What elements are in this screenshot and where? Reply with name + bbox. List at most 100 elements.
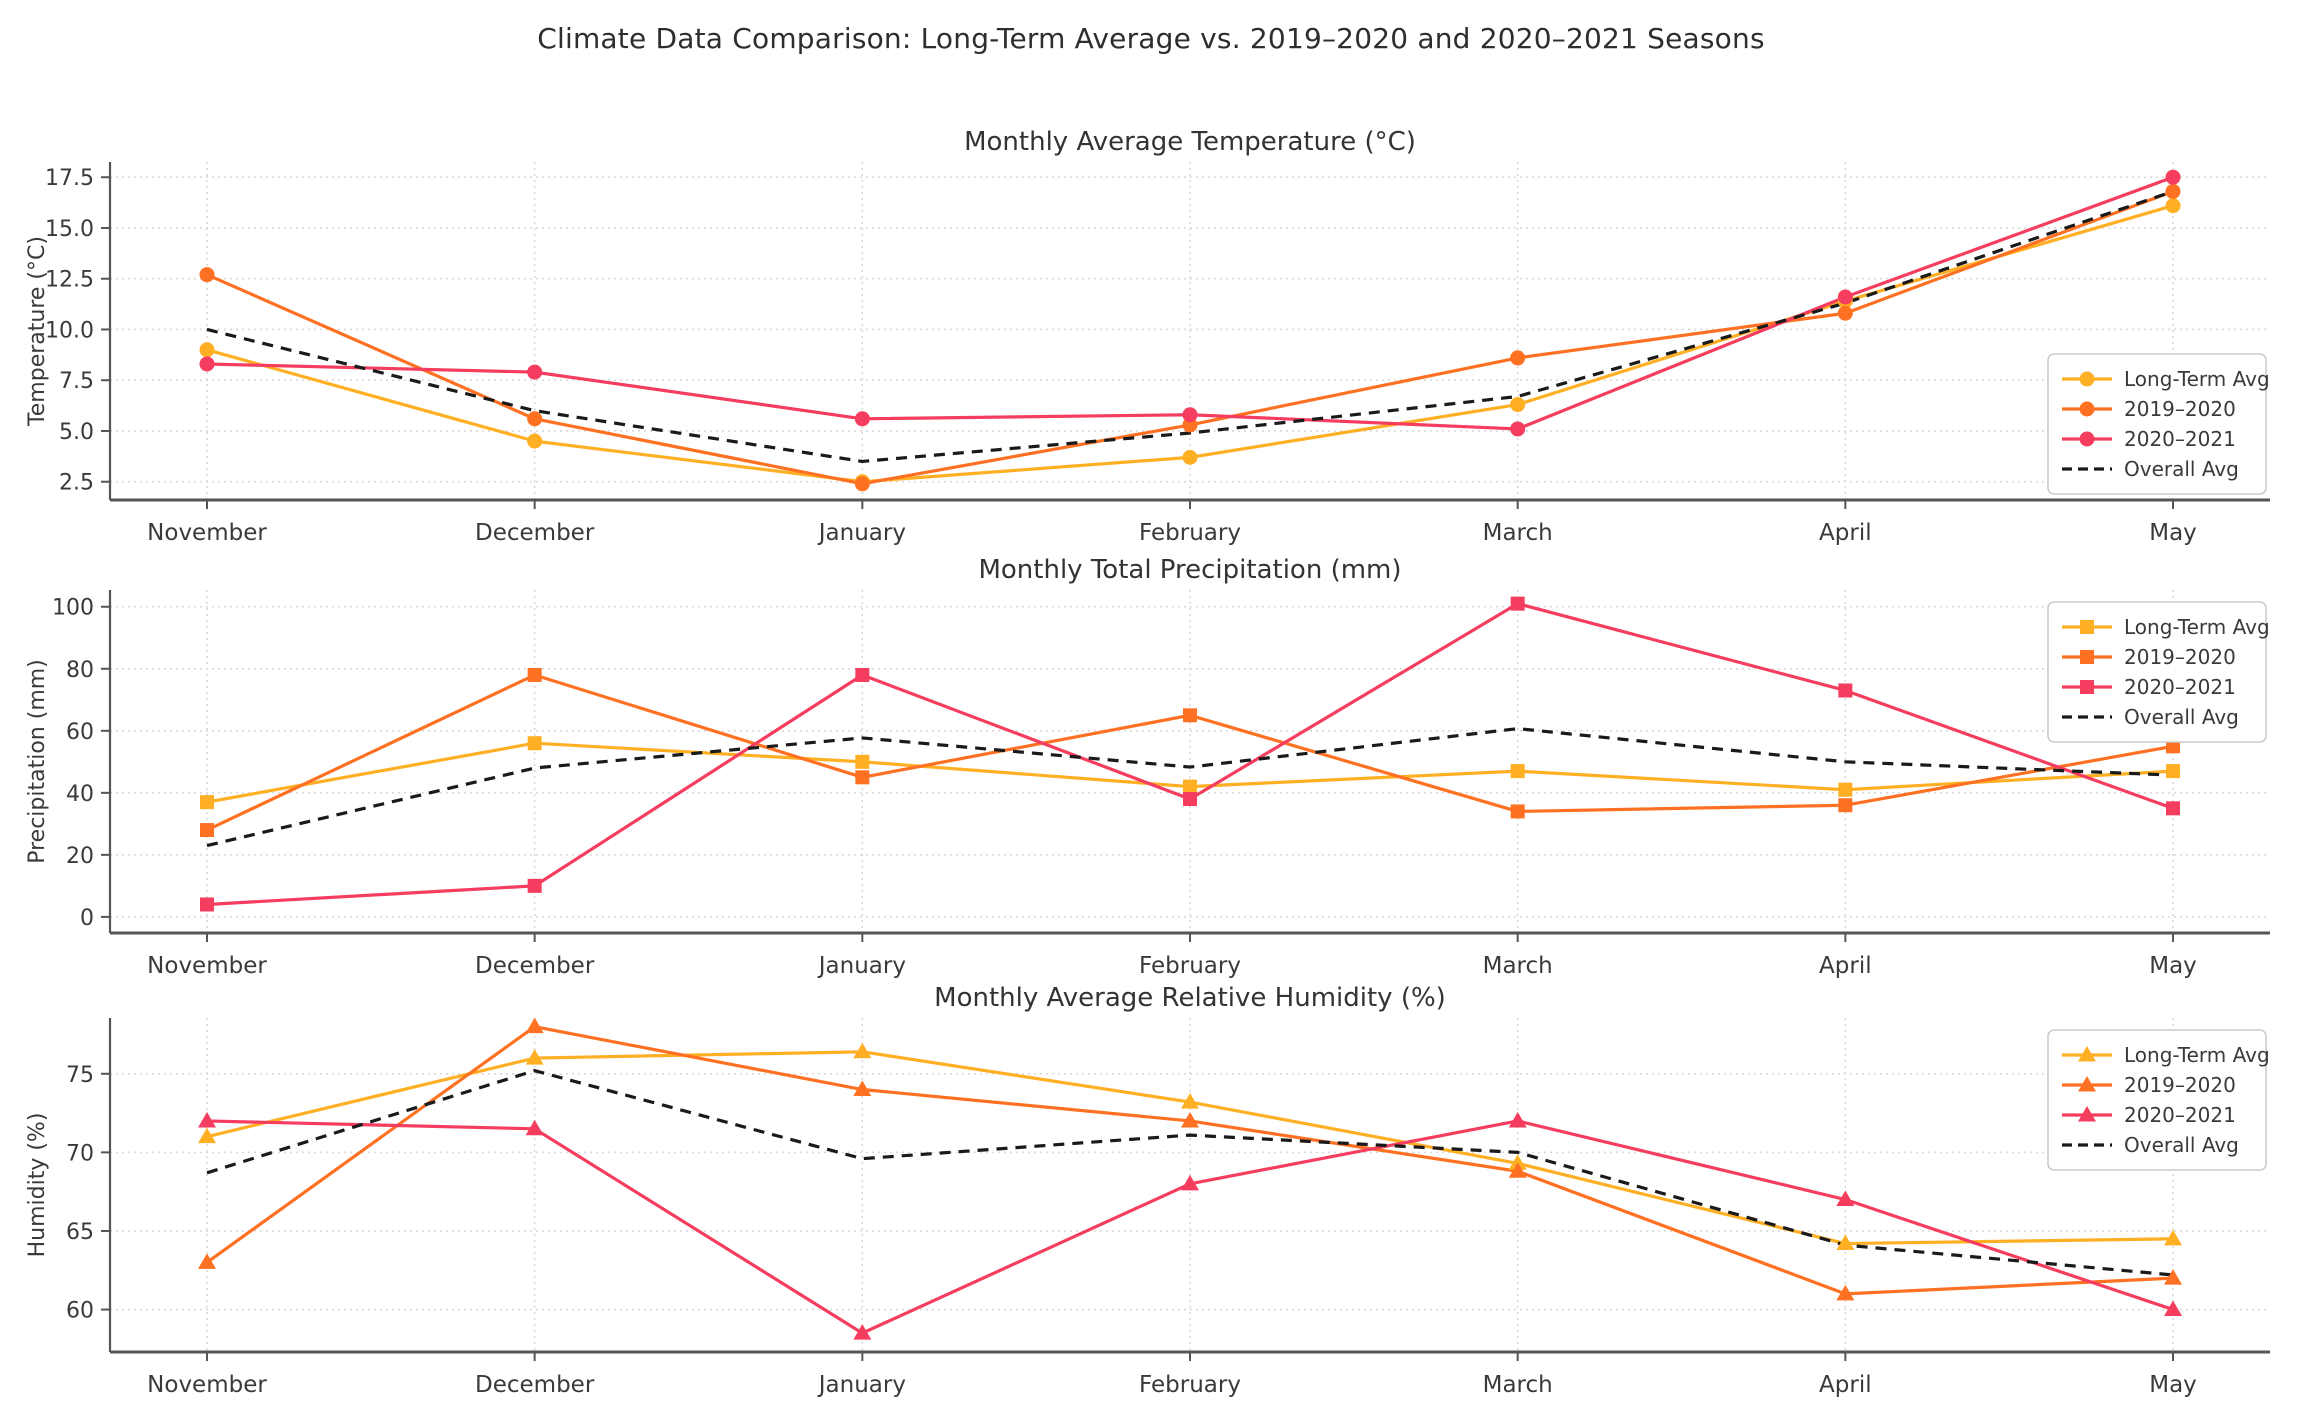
x-tick-label: February <box>1139 520 1241 546</box>
data-point <box>1510 421 1526 437</box>
data-point <box>525 1049 544 1065</box>
data-point <box>525 1119 544 1136</box>
y-tick-label: 20 <box>66 844 94 869</box>
x-tick-label: April <box>1819 1372 1872 1398</box>
data-point <box>1837 305 1853 321</box>
data-point <box>1182 449 1198 465</box>
legend-label: 2019–2020 <box>2124 397 2236 421</box>
x-tick-label: November <box>147 1372 267 1398</box>
subplot-title: Monthly Average Relative Humidity (%) <box>934 983 1446 1013</box>
data-point <box>527 411 543 427</box>
legend: Long-Term Avg 2019–2020 2020–2021 Overall A… <box>2047 353 2270 495</box>
data-point <box>1182 407 1198 423</box>
data-point <box>1508 1154 1527 1170</box>
x-tick-label: November <box>147 520 267 546</box>
y-axis-label: Temperature (°C) <box>25 236 50 427</box>
data-point <box>1510 764 1525 779</box>
series-line-overall-avg <box>206 189 2174 464</box>
series-line-overall-avg <box>206 727 2174 848</box>
series-lines <box>205 602 2175 907</box>
legend-marker <box>2080 620 2094 634</box>
x-tick-label: January <box>817 520 906 546</box>
data-point <box>1836 1234 1855 1251</box>
legend-item: 2020–2021 <box>2062 427 2236 451</box>
legend-item: 2020–2021 <box>2062 675 2236 699</box>
legend-label: Long-Term Avg <box>2124 1043 2270 1067</box>
legend-marker <box>2079 401 2095 417</box>
data-point <box>853 1080 872 1097</box>
x-tick-label: February <box>1139 953 1241 979</box>
x-tick-labels: November December January February March Apri… <box>147 500 2197 546</box>
y-tick-label: 40 <box>66 782 94 807</box>
y-axis-label: Humidity (%) <box>25 1113 50 1258</box>
data-point <box>1836 1284 1855 1301</box>
data-point <box>853 1042 872 1059</box>
legend-marker <box>2079 371 2095 387</box>
y-tick-label: 65 <box>66 1220 94 1245</box>
legend-marker <box>2078 1106 2096 1122</box>
y-tick-label: 100 <box>52 596 94 621</box>
y-tick-label: 17.5 <box>45 166 94 191</box>
data-point <box>2166 801 2181 816</box>
subplot-title: Monthly Total Precipitation (mm) <box>978 555 1401 585</box>
data-point <box>1183 708 1198 723</box>
subplot-precipitation: 0 20 40 60 80 100 November December January Febru… <box>25 555 2270 979</box>
series-markers <box>199 169 2181 492</box>
data-point <box>1181 1174 1200 1191</box>
y-axis-label: Precipitation (mm) <box>25 659 50 864</box>
data-point <box>199 267 215 283</box>
x-tick-label: January <box>817 1372 906 1398</box>
data-point <box>525 1017 544 1034</box>
x-tick-label: May <box>2149 953 2197 979</box>
subplot-title: Monthly Average Temperature (°C) <box>964 127 1416 157</box>
data-point <box>2166 764 2181 779</box>
x-tick-label: April <box>1819 520 1872 546</box>
legend-label: 2019–2020 <box>2124 645 2236 669</box>
data-point <box>200 897 214 912</box>
data-point <box>199 342 215 358</box>
data-point <box>2164 1229 2183 1246</box>
y-tick-label: 10.0 <box>45 318 94 343</box>
y-tick-label: 7.5 <box>59 369 94 394</box>
data-point <box>1838 798 1853 813</box>
x-tick-label: May <box>2149 520 2197 546</box>
data-point <box>1508 1111 1527 1128</box>
data-point <box>853 1324 872 1340</box>
y-tick-label: 75 <box>66 1063 94 1088</box>
data-point <box>1837 289 1853 305</box>
data-point <box>1510 350 1526 366</box>
x-tick-label: April <box>1819 953 1872 979</box>
data-point <box>2164 1300 2183 1317</box>
x-tick-labels: November December January February March Apri… <box>147 933 2197 979</box>
x-tick-label: February <box>1139 1372 1241 1398</box>
legend-marker <box>2078 1076 2096 1092</box>
data-point <box>200 795 214 810</box>
legend-item: 2019–2020 <box>2062 1073 2236 1097</box>
legend-label: 2020–2021 <box>2124 1103 2236 1127</box>
y-tick-labels: 2.5 5.0 7.5 10.0 12.5 15.0 17.5 <box>45 166 110 496</box>
data-point <box>1510 804 1525 819</box>
data-point <box>200 823 214 838</box>
x-tick-label: November <box>147 953 267 979</box>
data-point <box>1510 596 1525 611</box>
series-markers <box>198 1017 2183 1340</box>
data-point <box>2165 169 2181 185</box>
legend-item: Long-Term Avg <box>2062 1043 2270 1067</box>
data-point <box>1508 1162 1527 1178</box>
legend-box <box>2047 1029 2267 1171</box>
data-point <box>1181 1093 1200 1109</box>
legend-item: Long-Term Avg <box>2062 367 2270 391</box>
data-point <box>198 1127 216 1144</box>
data-point <box>527 878 542 893</box>
legend-item: 2019–2020 <box>2062 645 2236 669</box>
y-tick-label: 12.5 <box>45 268 94 293</box>
x-tick-label: March <box>1483 953 1553 979</box>
y-tick-label: 70 <box>66 1141 94 1166</box>
legend-item: Overall Avg <box>2062 705 2239 729</box>
data-point <box>854 476 870 492</box>
legend: Long-Term Avg 2019–2020 2020–2021 Overall A… <box>2047 1029 2270 1171</box>
y-tick-label: 60 <box>66 1299 94 1324</box>
data-point <box>1183 792 1198 807</box>
x-tick-label: December <box>475 953 595 979</box>
